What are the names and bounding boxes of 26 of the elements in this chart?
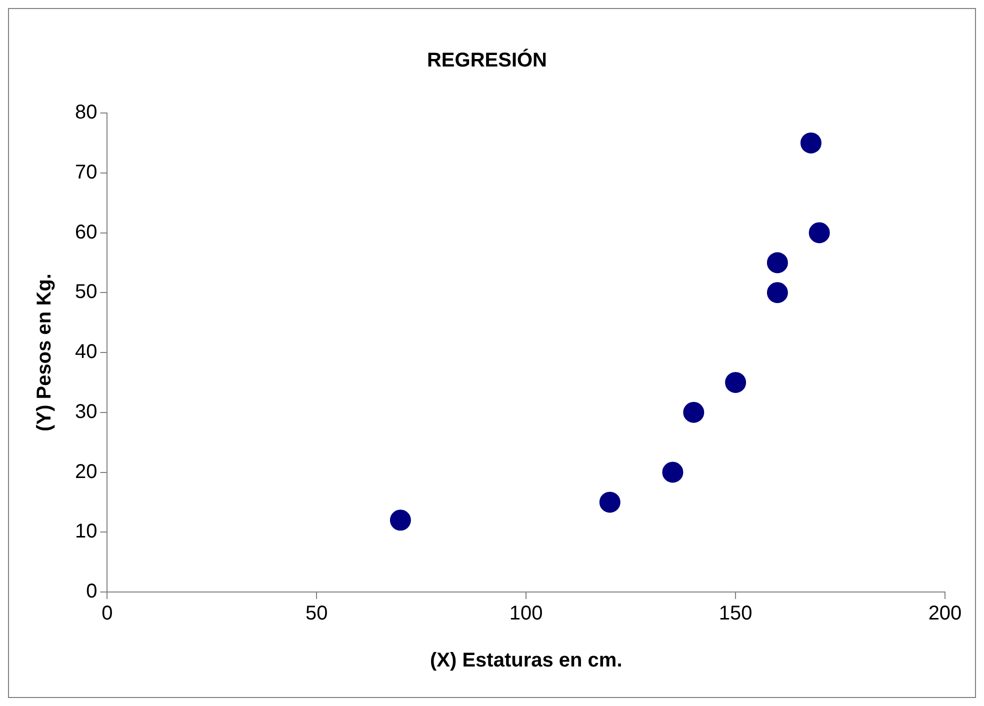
point	[808, 222, 830, 244]
point	[766, 252, 788, 274]
x-tick-label: 150	[718, 602, 752, 625]
y-tick-label: 50	[74, 281, 98, 304]
point	[766, 282, 788, 304]
point	[599, 492, 620, 513]
point	[683, 402, 704, 423]
y-axis-title: (Y) Pesos en Kg.	[34, 274, 56, 432]
point	[800, 132, 822, 154]
y-tick-label: 0	[86, 580, 98, 603]
y-tick-label: 60	[74, 221, 98, 244]
point	[725, 372, 746, 393]
chart-title: REGRESIÓN	[426, 48, 548, 72]
y-tick-label: 70	[74, 161, 98, 184]
x-tick-label: 200	[928, 602, 962, 625]
y-tick-label: 30	[74, 400, 98, 423]
y-tick-label: 80	[74, 102, 98, 124]
y-tick-label: 10	[74, 520, 98, 543]
y-tick-label: 40	[74, 341, 98, 364]
point	[662, 462, 684, 483]
x-tick-label: 0	[102, 602, 113, 625]
x-tick-label: 100	[509, 602, 543, 625]
x-axis-title: (X) Estaturas en cm.	[430, 650, 622, 672]
point	[390, 510, 411, 531]
x-tick-label: 50	[306, 602, 328, 625]
y-tick-label: 20	[74, 460, 98, 483]
